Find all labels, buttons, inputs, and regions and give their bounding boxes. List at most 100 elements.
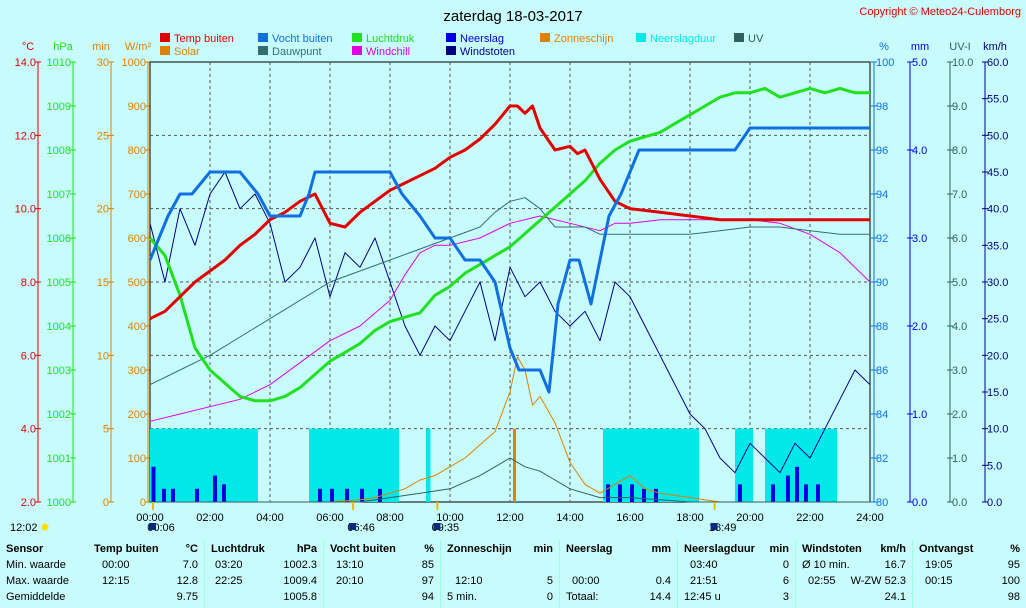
col-divider bbox=[795, 540, 796, 608]
solar-axis-unit: W/m² bbox=[125, 41, 152, 53]
col-divider bbox=[559, 540, 560, 608]
legend-label: UV bbox=[748, 33, 764, 45]
x-tick-label: 14:00 bbox=[556, 512, 584, 524]
col-divider bbox=[204, 540, 205, 608]
gusts-interval: Ø 10 min. bbox=[802, 559, 850, 571]
humidity-avg-value: 94 bbox=[421, 591, 434, 603]
legend-swatch bbox=[258, 33, 268, 42]
solar-tick-label: 100 bbox=[128, 453, 146, 465]
gusts-max-time: 02:55 bbox=[808, 575, 836, 587]
pressure-max-time: 22:25 bbox=[215, 575, 243, 587]
legend-label: Solar bbox=[174, 46, 200, 58]
rain-bar bbox=[345, 488, 349, 502]
uv-tick-label: 2.0 bbox=[952, 409, 967, 421]
temp-tick-label: 4.0 bbox=[21, 424, 36, 436]
pressure-tick-label: 1009 bbox=[47, 101, 71, 113]
sunmin-tick-label: 25 bbox=[97, 130, 109, 142]
solar-tick-label: 200 bbox=[128, 409, 146, 421]
wind-tick-label: 25.0 bbox=[987, 314, 1008, 326]
rain-bar bbox=[171, 488, 175, 502]
reception-unit: % bbox=[1010, 543, 1020, 555]
rain-bar bbox=[360, 488, 364, 502]
legend-swatch bbox=[352, 46, 362, 55]
sunshine-avg-value: 0 bbox=[546, 591, 553, 603]
humidity-tick-label: 86 bbox=[876, 365, 888, 377]
pressure-tick-label: 1006 bbox=[47, 233, 71, 245]
wind-tick-label: 40.0 bbox=[987, 204, 1008, 216]
pressure-tick-label: 1001 bbox=[47, 453, 71, 465]
humidity-max-time: 20:10 bbox=[336, 575, 364, 587]
uv-tick-label: 0.0 bbox=[952, 497, 967, 509]
series-uv bbox=[150, 457, 870, 503]
sun-icon bbox=[41, 523, 49, 531]
pressure-axis-unit: hPa bbox=[53, 41, 73, 53]
solar-tick-label: 1000 bbox=[122, 57, 146, 69]
summary-table: Sensor Min. waarde Max. waarde Gemiddeld… bbox=[0, 540, 1026, 608]
rain-bar bbox=[213, 475, 217, 502]
uv-axis-unit: UV-I bbox=[949, 41, 970, 53]
gusts-avg10-value: 16.7 bbox=[884, 559, 906, 571]
gusts-avg-value: 24.1 bbox=[884, 591, 906, 603]
axes: °C14.012.010.08.06.04.02.0hPa10101009100… bbox=[15, 41, 1009, 509]
series-layer bbox=[148, 86, 871, 503]
pressure-tick-label: 1000 bbox=[47, 497, 71, 509]
raindur-unit: min bbox=[769, 543, 789, 555]
moon-icon bbox=[349, 523, 357, 530]
col-rain: Neerslag mm 00:00 0.4 Totaal: 14.4 bbox=[560, 540, 677, 608]
humidity-tick-label: 90 bbox=[876, 277, 888, 289]
rain-tick-label: 0.0 bbox=[912, 497, 927, 509]
wind-tick-label: 60.0 bbox=[987, 57, 1008, 69]
uv-tick-label: 9.0 bbox=[952, 101, 967, 113]
solar-tick-label: 300 bbox=[128, 365, 146, 377]
humidity-tick-label: 82 bbox=[876, 453, 888, 465]
rain-bar bbox=[195, 488, 199, 502]
temp-tick-label: 6.0 bbox=[21, 350, 36, 362]
temp-min-value: 7.0 bbox=[182, 559, 198, 571]
humidity-header: Vocht buiten bbox=[330, 543, 396, 555]
wind-tick-label: 35.0 bbox=[987, 240, 1008, 252]
uv-tick-label: 10.0 bbox=[952, 57, 973, 69]
temp-max-time: 12:15 bbox=[102, 575, 130, 587]
col-raindur: Neerslagduur min 03:40 0 21:51 6 12:45 u… bbox=[678, 540, 795, 608]
pressure-tick-label: 1010 bbox=[47, 57, 71, 69]
rain-header: Neerslag bbox=[566, 543, 613, 555]
temp-tick-label: 8.0 bbox=[21, 277, 36, 289]
sunshine-max-time: 12:10 bbox=[455, 575, 483, 587]
pressure-max-value: 1009.4 bbox=[283, 575, 317, 587]
pressure-min-value: 1002.3 bbox=[283, 559, 317, 571]
x-tick-label: 20:00 bbox=[736, 512, 764, 524]
legend-swatch bbox=[160, 46, 170, 55]
rain-bar bbox=[771, 484, 775, 502]
humidity-unit: % bbox=[424, 543, 434, 555]
reception-min-time: 19:05 bbox=[925, 559, 953, 571]
col-divider bbox=[677, 540, 678, 608]
pressure-tick-label: 1007 bbox=[47, 189, 71, 201]
x-tick-label: 12:00 bbox=[496, 512, 524, 524]
rain-unit: mm bbox=[651, 543, 671, 555]
raindur-block bbox=[765, 428, 837, 502]
col-divider bbox=[440, 540, 441, 608]
solar-tick-label: 600 bbox=[128, 233, 146, 245]
x-tick-label: 08:00 bbox=[376, 512, 404, 524]
reception-max-time: 00:15 bbox=[925, 575, 953, 587]
rain-tick-label: 2.0 bbox=[912, 321, 927, 333]
wind-tick-label: 55.0 bbox=[987, 94, 1008, 106]
solar-tick-label: 700 bbox=[128, 189, 146, 201]
sunshine-unit: min bbox=[533, 543, 553, 555]
temp-axis-unit: °C bbox=[22, 41, 34, 53]
rain-tick-label: 1.0 bbox=[912, 409, 927, 421]
uv-tick-label: 7.0 bbox=[952, 189, 967, 201]
raindur-max-time: 21:51 bbox=[690, 575, 718, 587]
rain-bar bbox=[318, 488, 322, 502]
sunshine-bar bbox=[513, 428, 516, 502]
x-tick-label: 24:00 bbox=[856, 512, 884, 524]
rain-bar bbox=[816, 484, 820, 502]
wind-tick-label: 50.0 bbox=[987, 130, 1008, 142]
temp-min-time: 00:00 bbox=[102, 559, 130, 571]
humidity-tick-label: 84 bbox=[876, 409, 888, 421]
wind-tick-label: 10.0 bbox=[987, 424, 1008, 436]
col-sunshine: Zonneschijn min 12:10 5 5 min. 0 bbox=[441, 540, 559, 608]
rain-tick-label: 4.0 bbox=[912, 145, 927, 157]
x-tick-label: 06:00 bbox=[316, 512, 344, 524]
series-vocht-buiten bbox=[148, 126, 870, 394]
